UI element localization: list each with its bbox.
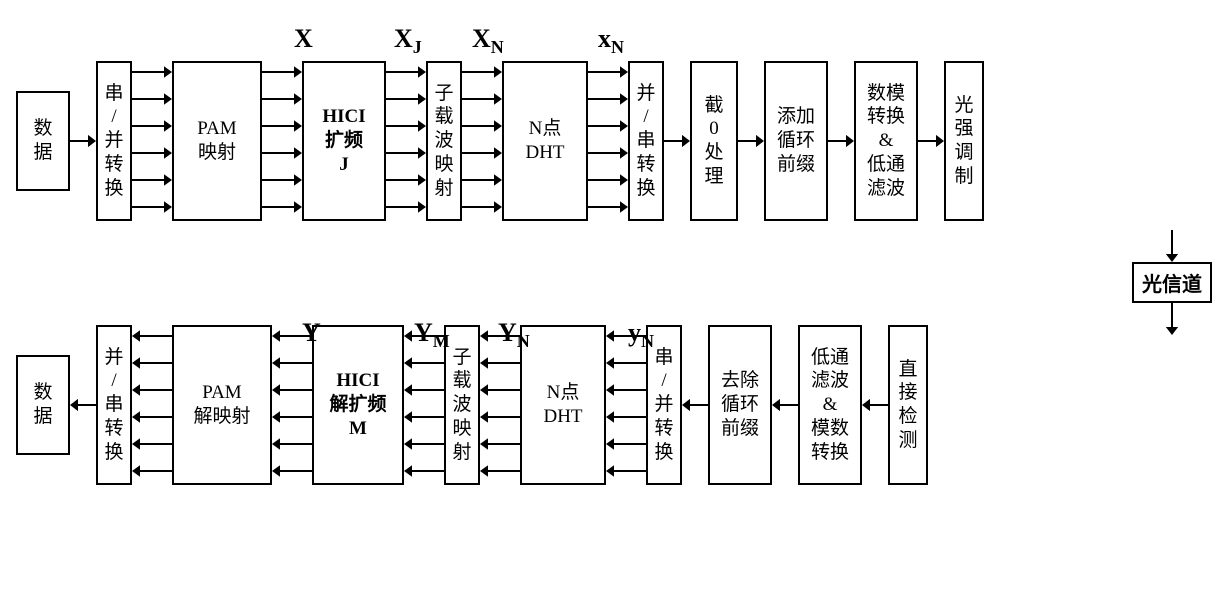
tx-data: 数 据	[16, 91, 70, 191]
rx-dd: 直 接 检 测	[888, 325, 928, 485]
tx-subcarrier: 子 载 波 映 射	[426, 61, 462, 221]
multi-arrow	[588, 66, 628, 216]
tx-im: 光 强 调 制	[944, 61, 984, 221]
down-arrow	[1162, 230, 1182, 262]
multi-arrow-left	[606, 330, 646, 480]
label-XJ: XJ	[394, 24, 422, 58]
arrow	[918, 131, 944, 151]
transmitter-row: 数 据 串 / 并 转 换 PAM 映射	[16, 56, 1212, 226]
rx-data: 数 据	[16, 355, 70, 455]
label-XN: XN	[472, 24, 504, 58]
tx-ps: 并 / 串 转 换	[628, 61, 664, 221]
arrow	[664, 131, 690, 151]
arrow-left	[862, 395, 888, 415]
rx-ps: 并 / 串 转 换	[96, 325, 132, 485]
label-Y: Y	[302, 318, 321, 348]
rx-adc: 低通 滤波 & 模数 转换	[798, 325, 862, 485]
multi-arrow-left	[132, 330, 172, 480]
rx-hici: HICI 解扩频 M	[312, 325, 404, 485]
multi-arrow-left	[404, 330, 444, 480]
multi-arrow	[386, 66, 426, 216]
receiver-row: 数 据 并 / 串 转 换 PAM 解映射	[16, 320, 1212, 490]
label-yN: yN	[628, 318, 654, 352]
multi-arrow	[262, 66, 302, 216]
arrow-left	[772, 395, 798, 415]
arrow	[70, 131, 96, 151]
arrow-left	[682, 395, 708, 415]
tx-pam: PAM 映射	[172, 61, 262, 221]
label-xN: xN	[598, 24, 624, 58]
multi-arrow-left	[272, 330, 312, 480]
tx-dht: N点 DHT	[502, 61, 588, 221]
tx-sp: 串 / 并 转 换	[96, 61, 132, 221]
rx-dht: N点 DHT	[520, 325, 606, 485]
multi-arrow-left	[480, 330, 520, 480]
multi-arrow	[132, 66, 172, 216]
tx-hici: HICI 扩频 J	[302, 61, 386, 221]
optical-channel: 光信道	[1132, 262, 1212, 303]
multi-arrow	[462, 66, 502, 216]
tx-clip: 截 0 处 理	[690, 61, 738, 221]
tx-dac: 数模 转换 & 低通 滤波	[854, 61, 918, 221]
label-YN: YN	[498, 318, 530, 352]
label-YM: YM	[414, 318, 450, 352]
arrow	[828, 131, 854, 151]
rx-cp: 去除 循环 前缀	[708, 325, 772, 485]
tx-cp: 添加 循环 前缀	[764, 61, 828, 221]
arrow	[738, 131, 764, 151]
rx-pam: PAM 解映射	[172, 325, 272, 485]
arrow-left	[70, 395, 96, 415]
label-X: X	[294, 24, 313, 54]
